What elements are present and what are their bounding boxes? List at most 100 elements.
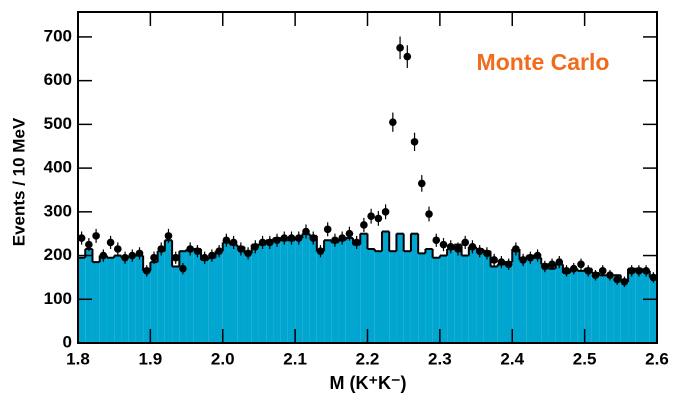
bar	[483, 251, 491, 343]
bar	[439, 255, 448, 343]
bar	[591, 273, 600, 343]
bar	[584, 268, 592, 343]
data-point	[548, 260, 556, 269]
bar	[490, 266, 498, 343]
data-point	[179, 264, 187, 273]
bar	[331, 242, 339, 343]
data-point	[258, 238, 267, 247]
data-point	[577, 260, 585, 269]
bar	[447, 248, 455, 343]
x-tick-label: 1.8	[66, 349, 90, 368]
bar	[418, 253, 426, 343]
data-point	[562, 267, 571, 275]
data-point	[504, 260, 513, 269]
bar	[99, 255, 107, 343]
bar	[135, 255, 144, 343]
data-point	[164, 232, 173, 240]
bar	[476, 248, 484, 343]
bar	[229, 244, 238, 343]
bar	[302, 233, 310, 343]
x-tick-label: 1.9	[139, 349, 163, 368]
bar	[309, 235, 317, 343]
bar	[353, 244, 361, 343]
bar	[85, 248, 93, 343]
bar	[505, 262, 513, 343]
data-point	[200, 253, 209, 262]
data-point	[381, 208, 390, 216]
data-point	[606, 271, 614, 280]
data-point	[649, 273, 658, 282]
bar	[570, 268, 578, 343]
data-point	[331, 236, 339, 245]
bar	[367, 248, 375, 343]
bar	[374, 251, 382, 343]
bar	[360, 233, 368, 343]
data-point	[208, 251, 216, 260]
bar	[425, 248, 433, 343]
data-point	[186, 245, 194, 253]
data-point	[135, 249, 144, 258]
data-point	[360, 221, 368, 229]
data-point	[432, 236, 441, 245]
data-point	[497, 258, 506, 266]
data-point	[541, 262, 549, 271]
bar	[121, 257, 129, 343]
data-point	[512, 245, 520, 253]
data-point	[591, 271, 600, 280]
y-tick-label: 100	[44, 289, 72, 308]
bar	[78, 257, 86, 343]
bar	[266, 240, 274, 343]
data-point	[425, 210, 433, 218]
data-point	[490, 256, 498, 264]
bar	[114, 255, 122, 343]
bar	[562, 273, 571, 343]
data-point	[613, 275, 621, 284]
data-point	[229, 238, 238, 247]
bar	[461, 255, 469, 343]
x-tick-label: 2.1	[283, 349, 307, 368]
data-point	[106, 238, 115, 247]
data-point	[302, 227, 310, 236]
data-point	[150, 253, 158, 262]
bar	[258, 244, 267, 343]
data-point	[598, 267, 607, 275]
bar	[649, 277, 657, 343]
bar	[208, 257, 216, 343]
bar	[295, 238, 303, 343]
bar	[468, 246, 477, 343]
bar	[244, 253, 252, 343]
data-point	[171, 253, 180, 262]
bar	[628, 268, 636, 343]
bar	[172, 266, 180, 343]
data-point	[237, 245, 245, 253]
bar	[396, 233, 404, 343]
bar	[635, 268, 643, 343]
x-tick-label: 2.5	[573, 349, 597, 368]
bar	[555, 264, 563, 343]
data-point	[635, 267, 643, 275]
data-point	[244, 249, 252, 258]
bar	[287, 240, 296, 343]
bar	[316, 251, 325, 343]
data-point	[468, 243, 477, 251]
data-point	[519, 256, 527, 264]
data-point	[251, 243, 260, 251]
bar	[164, 240, 173, 343]
data-point	[352, 238, 361, 247]
bar	[222, 242, 230, 343]
bar	[526, 255, 534, 343]
bar	[541, 264, 549, 343]
bar	[143, 270, 151, 343]
data-point	[569, 264, 578, 273]
data-point	[222, 236, 231, 245]
x-axis-label: M (K⁺K⁻)	[330, 373, 407, 393]
data-point	[627, 267, 636, 275]
data-point	[454, 245, 462, 253]
data-point	[157, 245, 166, 253]
bar	[106, 257, 115, 343]
data-point	[294, 234, 303, 242]
bar	[179, 251, 187, 343]
data-point	[338, 234, 346, 242]
bar	[92, 262, 100, 343]
